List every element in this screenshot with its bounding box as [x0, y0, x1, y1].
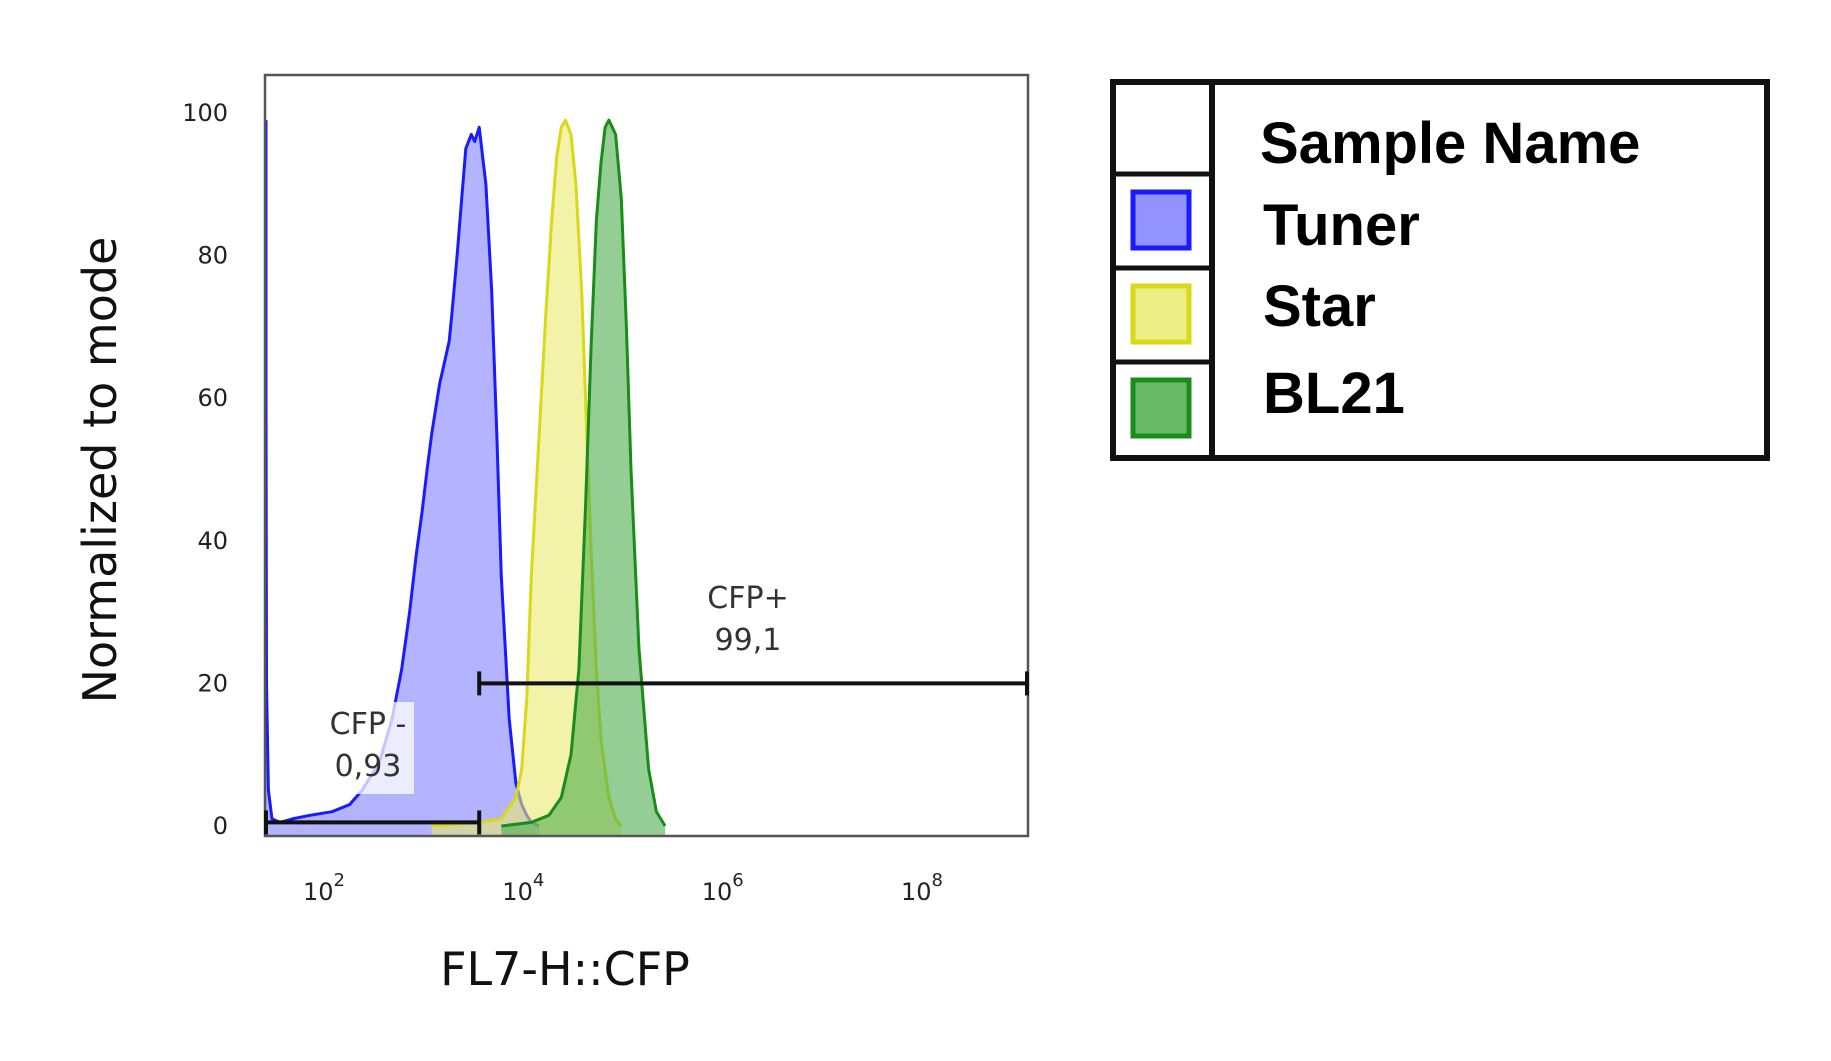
gate-cfp-positive-value: 99,1	[715, 623, 782, 658]
gate-cfp-negative-label: CFP -	[330, 707, 407, 742]
y-tick-label-80: 80	[197, 242, 228, 270]
y-tick-label-40: 40	[197, 527, 228, 555]
legend-swatch-bl21	[1130, 377, 1192, 439]
y-axis-title: Normalized to mode	[73, 237, 127, 704]
legend-header: Sample Name	[1260, 111, 1640, 176]
series-tuner-line	[264, 120, 540, 828]
gate-cfp-positive-label: CFP+	[707, 581, 788, 616]
gate-cfp-negative-label-bg	[318, 702, 414, 794]
x-axis-title: FL7-H::CFP	[440, 942, 690, 996]
legend: Sample Name Tuner Star BL21	[1110, 79, 1770, 461]
x-tick-label-10-4: 104	[502, 870, 544, 906]
gate-cfp-negative-value: 0,93	[335, 749, 402, 784]
y-axis-ticks: 0 20 40 60 80 100	[182, 99, 228, 840]
x-tick-label-10-6: 106	[702, 870, 744, 906]
legend-swatch-star	[1130, 283, 1192, 345]
series-tuner-area	[266, 120, 540, 837]
legend-label-star: Star	[1263, 274, 1376, 339]
x-tick-label-10-8: 108	[901, 870, 943, 906]
y-tick-label-60: 60	[197, 384, 228, 412]
series-star-area	[431, 120, 622, 837]
x-axis-ticks: 102 104 106 108	[303, 870, 943, 906]
legend-label-tuner: Tuner	[1263, 193, 1420, 258]
y-tick-label-100: 100	[182, 99, 228, 127]
y-tick-label-0: 0	[213, 812, 228, 840]
plot-frame	[263, 73, 1030, 838]
series-layer	[264, 118, 667, 837]
legend-label-bl21: BL21	[1263, 361, 1405, 426]
y-tick-label-20: 20	[197, 669, 228, 697]
series-bl21-line	[501, 118, 667, 828]
x-tick-label-10-2: 102	[303, 870, 345, 906]
gate-layer: CFP - 0,93 CFP+ 99,1	[264, 581, 1029, 835]
legend-swatch-tuner	[1130, 189, 1192, 251]
